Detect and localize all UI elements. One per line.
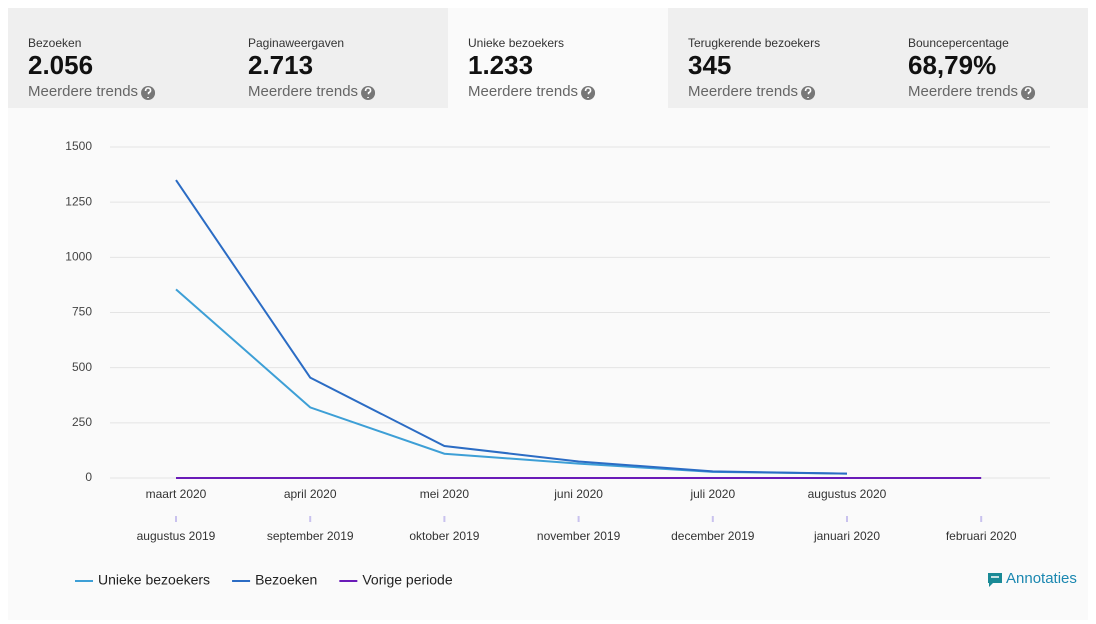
y-tick-label: 1000 <box>65 250 92 264</box>
x-tick-label: augustus 2020 <box>808 487 887 501</box>
tab-link[interactable]: Meerdere trends <box>28 83 138 100</box>
annotations-link[interactable]: Annotaties <box>1006 570 1077 587</box>
tab-link[interactable]: Meerdere trends <box>688 83 798 100</box>
x-tick-label: juli 2020 <box>689 487 735 501</box>
x-tick-label-previous: december 2019 <box>671 529 755 543</box>
x-tick-label-previous: februari 2020 <box>946 529 1017 543</box>
tab-label: Paginaweergaven <box>248 36 344 50</box>
x-tick-label-previous: augustus 2019 <box>137 529 216 543</box>
tab-link[interactable]: Meerdere trends <box>908 83 1018 100</box>
tab-value: 68,79% <box>908 50 996 80</box>
x-tick-label: april 2020 <box>284 487 337 501</box>
legend-label: Bezoeken <box>255 572 317 588</box>
tab-value: 2.713 <box>248 50 313 80</box>
help-mark <box>364 87 372 98</box>
y-tick-label: 250 <box>72 415 92 429</box>
annotations[interactable]: Annotaties <box>988 570 1077 587</box>
x-tick-label: mei 2020 <box>420 487 470 501</box>
tab-link[interactable]: Meerdere trends <box>248 83 358 100</box>
tab-label: Bezoeken <box>28 36 81 50</box>
x-tick-label-previous: oktober 2019 <box>409 529 479 543</box>
tab-value: 1.233 <box>468 50 533 80</box>
y-tick-label: 0 <box>85 470 92 484</box>
help-mark <box>584 87 592 98</box>
chart-panel <box>8 108 1088 620</box>
tab-label: Unieke bezoekers <box>468 36 564 50</box>
x-tick-label-previous: september 2019 <box>267 529 354 543</box>
y-tick-label: 500 <box>72 360 92 374</box>
y-tick-label: 750 <box>72 305 92 319</box>
help-mark <box>1024 87 1032 98</box>
tab-label: Terugkerende bezoekers <box>688 36 820 50</box>
x-tick-label-previous: november 2019 <box>537 529 621 543</box>
tab-label: Bouncepercentage <box>908 36 1009 50</box>
help-mark <box>804 87 812 98</box>
tab-value: 2.056 <box>28 50 93 80</box>
selected-tab <box>448 8 668 108</box>
help-mark <box>144 87 152 98</box>
x-tick-label: juni 2020 <box>553 487 603 501</box>
series-line <box>175 179 848 475</box>
x-tick-label-previous: januari 2020 <box>813 529 880 543</box>
x-tick-label: maart 2020 <box>146 487 207 501</box>
tab-link[interactable]: Meerdere trends <box>468 83 578 100</box>
legend-label: Unieke bezoekers <box>98 572 210 588</box>
tab-value: 345 <box>688 50 731 80</box>
y-tick-label: 1250 <box>65 194 92 208</box>
y-tick-label: 1500 <box>65 139 92 153</box>
legend-label: Vorige periode <box>362 572 453 588</box>
